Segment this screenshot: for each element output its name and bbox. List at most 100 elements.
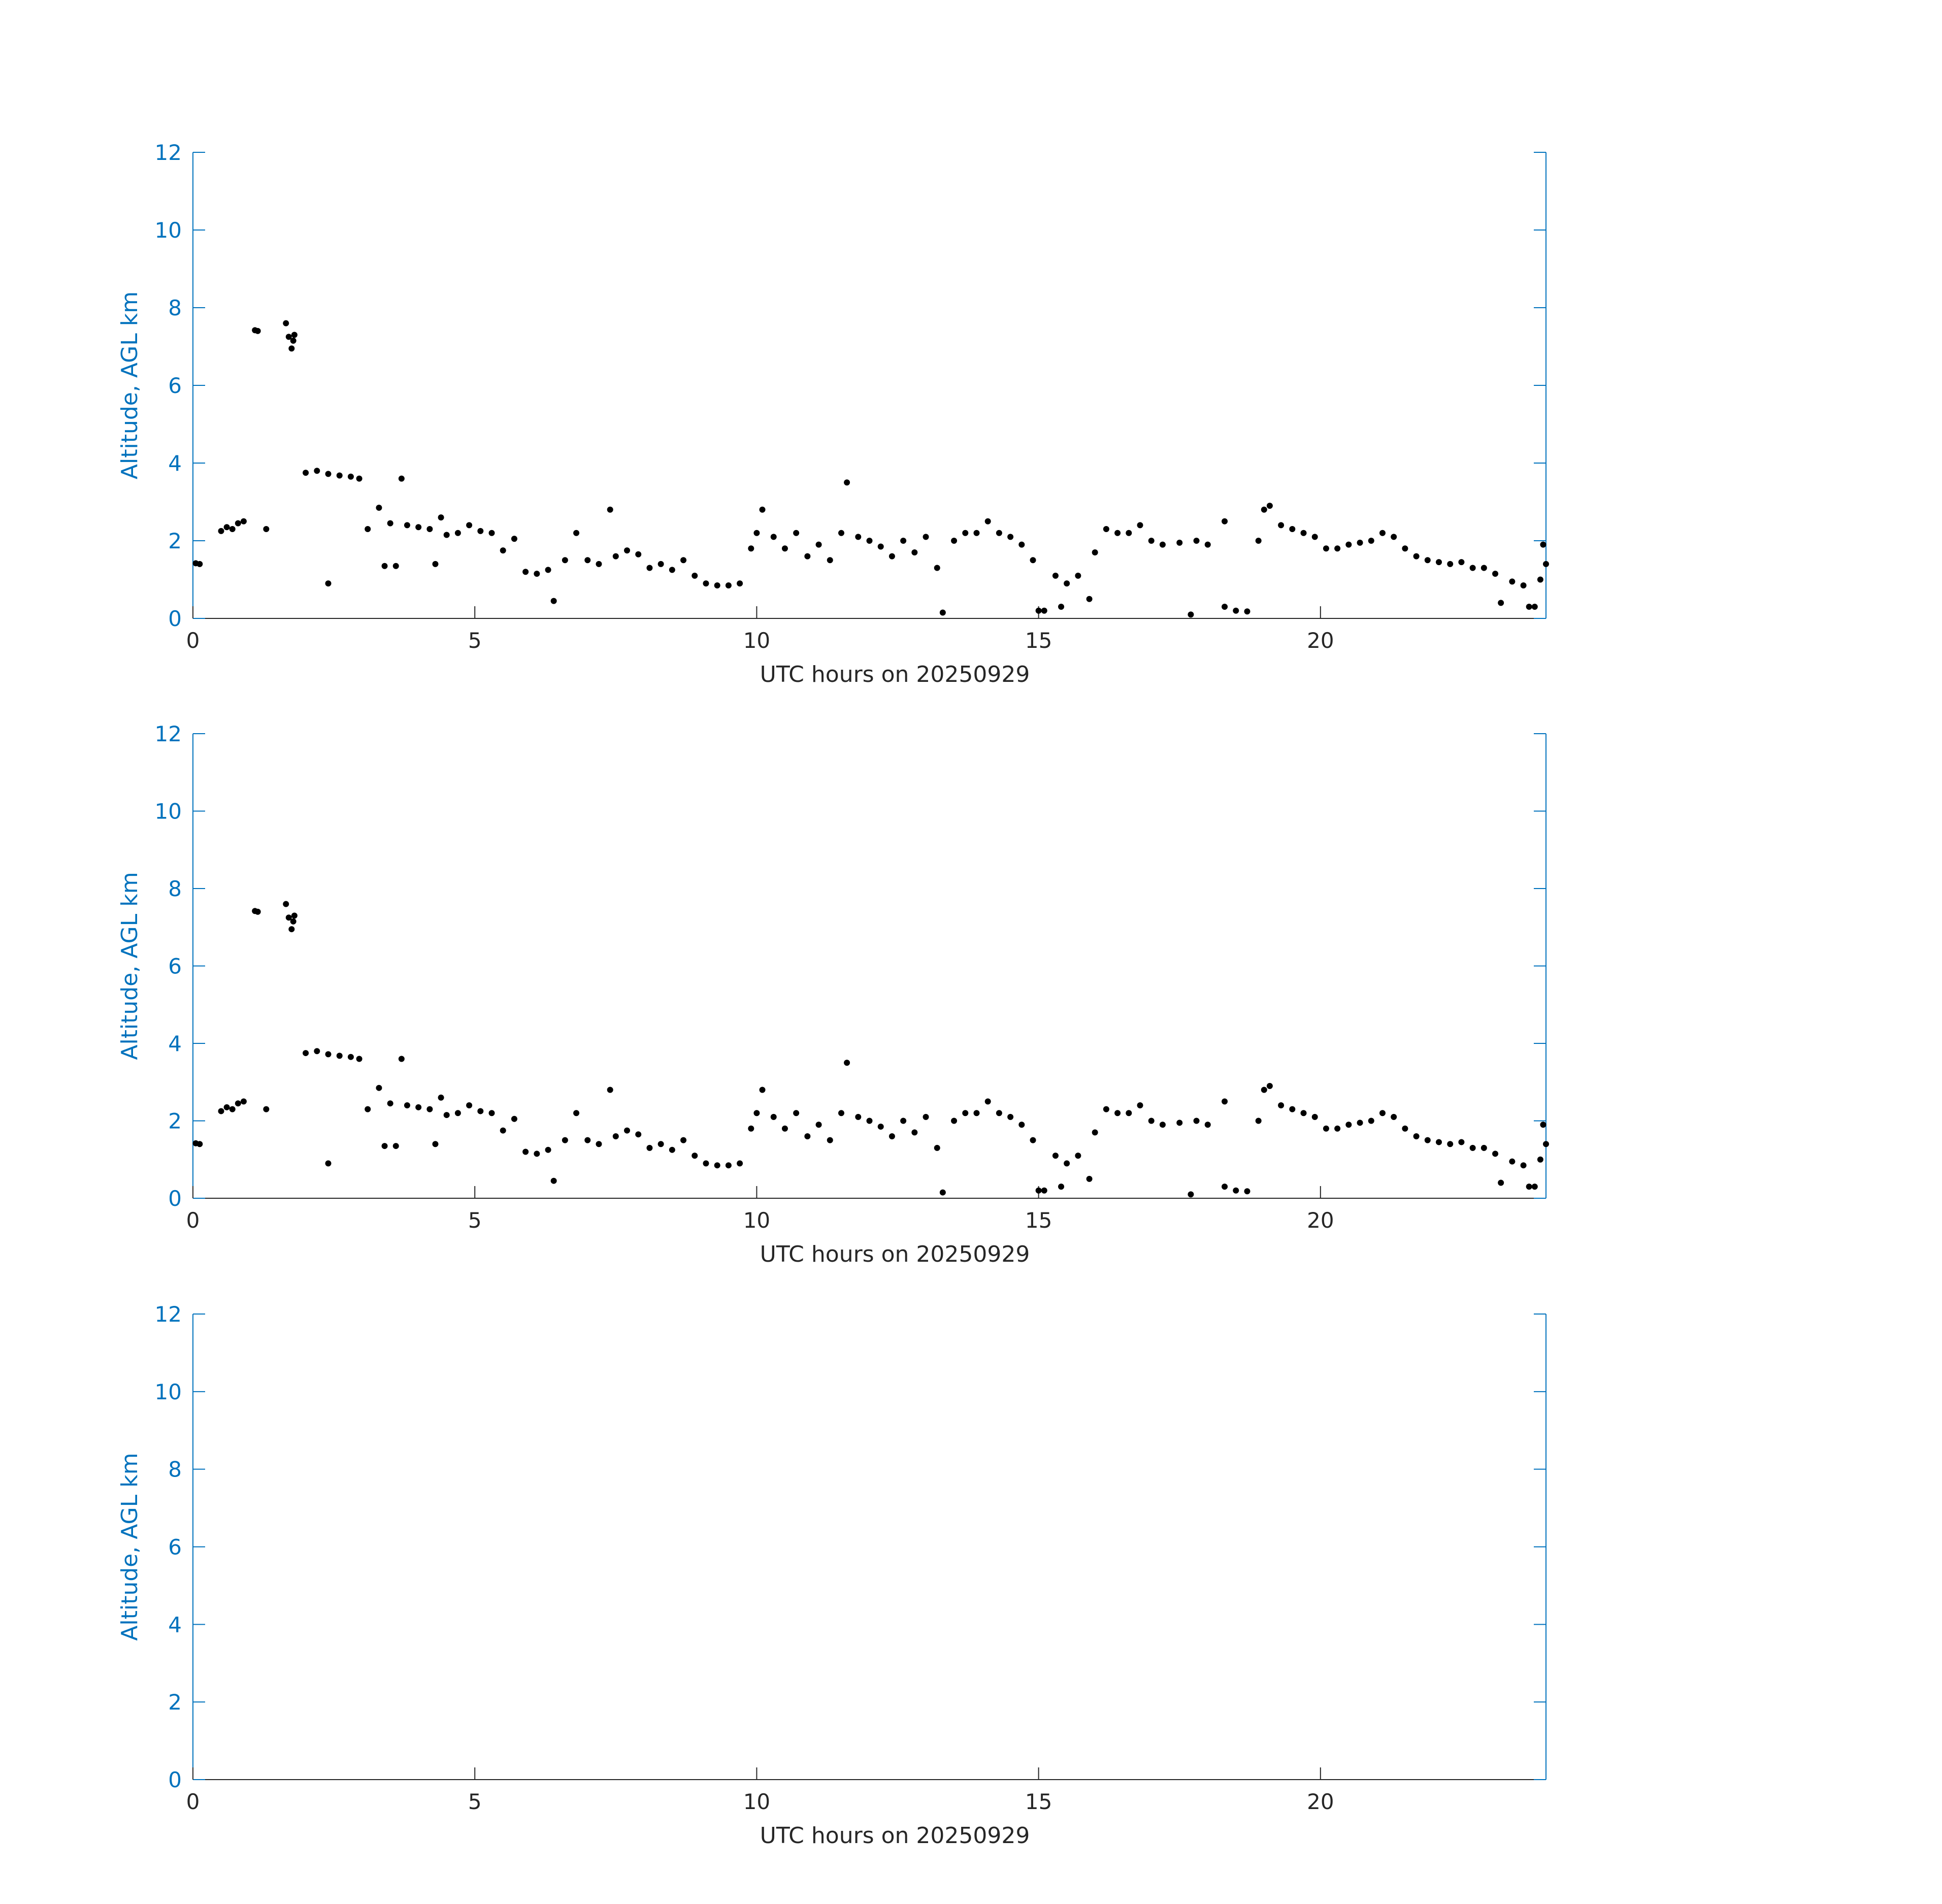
- data-point: [584, 557, 591, 564]
- panel-1: 0 2 4 6 8 10 12 0 5 10 15 20 UTC hours on 20250929 Al…: [117, 140, 1549, 687]
- data-point: [454, 1110, 461, 1117]
- data-point: [753, 530, 760, 536]
- data-point: [1357, 1120, 1363, 1126]
- data-point: [500, 547, 506, 554]
- y-tick-label: 8: [168, 876, 182, 901]
- data-point: [550, 1177, 557, 1184]
- y-tick-label: 10: [155, 218, 182, 243]
- data-point: [1176, 539, 1183, 546]
- data-point: [1233, 607, 1239, 614]
- data-point: [827, 1137, 833, 1143]
- data-point: [218, 1108, 224, 1114]
- data-point: [781, 1125, 788, 1132]
- data-point: [1086, 1175, 1093, 1182]
- data-point: [229, 1106, 236, 1112]
- data-point: [753, 1110, 760, 1117]
- data-point: [1480, 565, 1487, 571]
- data-point: [951, 538, 958, 544]
- data-point: [432, 1141, 439, 1147]
- data-point: [325, 471, 332, 477]
- data-point: [1064, 580, 1070, 587]
- data-point: [235, 520, 241, 527]
- data-point: [680, 557, 687, 564]
- data-points: [192, 901, 1549, 1198]
- data-point: [962, 530, 969, 536]
- data-point: [1233, 1187, 1239, 1194]
- data-point: [1222, 518, 1228, 524]
- data-point: [973, 1110, 980, 1117]
- data-point: [923, 1113, 929, 1120]
- data-point: [1188, 1191, 1194, 1198]
- data-point: [432, 561, 439, 567]
- data-point: [1266, 503, 1273, 509]
- data-point: [1543, 561, 1549, 567]
- data-point: [934, 1144, 940, 1151]
- data-point: [984, 518, 991, 524]
- x-axis-label: UTC hours on 20250929: [760, 1823, 1030, 1849]
- data-point: [1030, 1137, 1036, 1143]
- data-point: [196, 561, 203, 567]
- data-point: [438, 1094, 444, 1101]
- data-point: [1300, 1110, 1307, 1117]
- data-point: [356, 475, 363, 482]
- data-point: [1402, 1125, 1408, 1132]
- data-point: [844, 1060, 850, 1066]
- data-point: [1436, 1139, 1442, 1145]
- data-point: [855, 1113, 862, 1120]
- data-point: [1137, 522, 1143, 529]
- data-point: [877, 1123, 884, 1130]
- data-point: [288, 926, 295, 933]
- data-point: [1261, 506, 1267, 513]
- y-tick-label: 0: [168, 1767, 182, 1792]
- data-point: [1018, 541, 1025, 548]
- data-point: [725, 582, 732, 588]
- data-point: [703, 1160, 709, 1167]
- data-point: [1159, 541, 1166, 548]
- data-point: [877, 543, 884, 550]
- data-point: [951, 1118, 958, 1124]
- data-point: [398, 1056, 405, 1062]
- data-point: [488, 530, 495, 536]
- data-point: [1103, 526, 1109, 533]
- panel-3: 0 2 4 6 8 10 12 0 5 10 15 20 UTC hours on 20250929 Al…: [117, 1302, 1546, 1849]
- data-point: [1052, 1153, 1059, 1159]
- y-tick-label: 4: [168, 1612, 182, 1637]
- data-point: [934, 565, 940, 571]
- y-tick-label: 8: [168, 296, 182, 320]
- x-axis-label: UTC hours on 20250929: [760, 662, 1030, 687]
- data-point: [984, 1098, 991, 1105]
- y-tick-label: 0: [168, 1186, 182, 1211]
- data-point: [223, 524, 230, 531]
- data-point: [804, 553, 811, 560]
- data-point: [635, 1131, 642, 1138]
- data-point: [356, 1056, 363, 1062]
- data-point: [291, 912, 298, 919]
- x-tick-label: 10: [743, 1208, 770, 1233]
- data-point: [196, 1141, 203, 1147]
- data-point: [314, 1048, 320, 1055]
- x-tick-label: 5: [468, 1789, 482, 1814]
- data-point: [748, 1125, 754, 1132]
- data-point: [900, 1118, 907, 1124]
- data-point: [263, 526, 270, 533]
- x-tick-label: 15: [1025, 1789, 1052, 1814]
- data-point: [1413, 553, 1420, 560]
- data-point: [1126, 1110, 1132, 1117]
- data-point: [900, 538, 907, 544]
- data-point: [1092, 1129, 1098, 1136]
- data-point: [1035, 607, 1042, 614]
- y-tick-label: 12: [155, 721, 182, 746]
- data-point: [1007, 1113, 1014, 1120]
- data-point: [1222, 1184, 1228, 1190]
- data-point: [1531, 604, 1538, 610]
- data-point: [254, 908, 261, 915]
- data-point: [748, 545, 754, 552]
- data-point: [646, 565, 653, 571]
- data-point: [454, 530, 461, 536]
- data-point: [443, 1112, 450, 1119]
- data-point: [387, 520, 393, 527]
- y-tick-label: 2: [168, 529, 182, 553]
- data-point: [223, 1104, 230, 1110]
